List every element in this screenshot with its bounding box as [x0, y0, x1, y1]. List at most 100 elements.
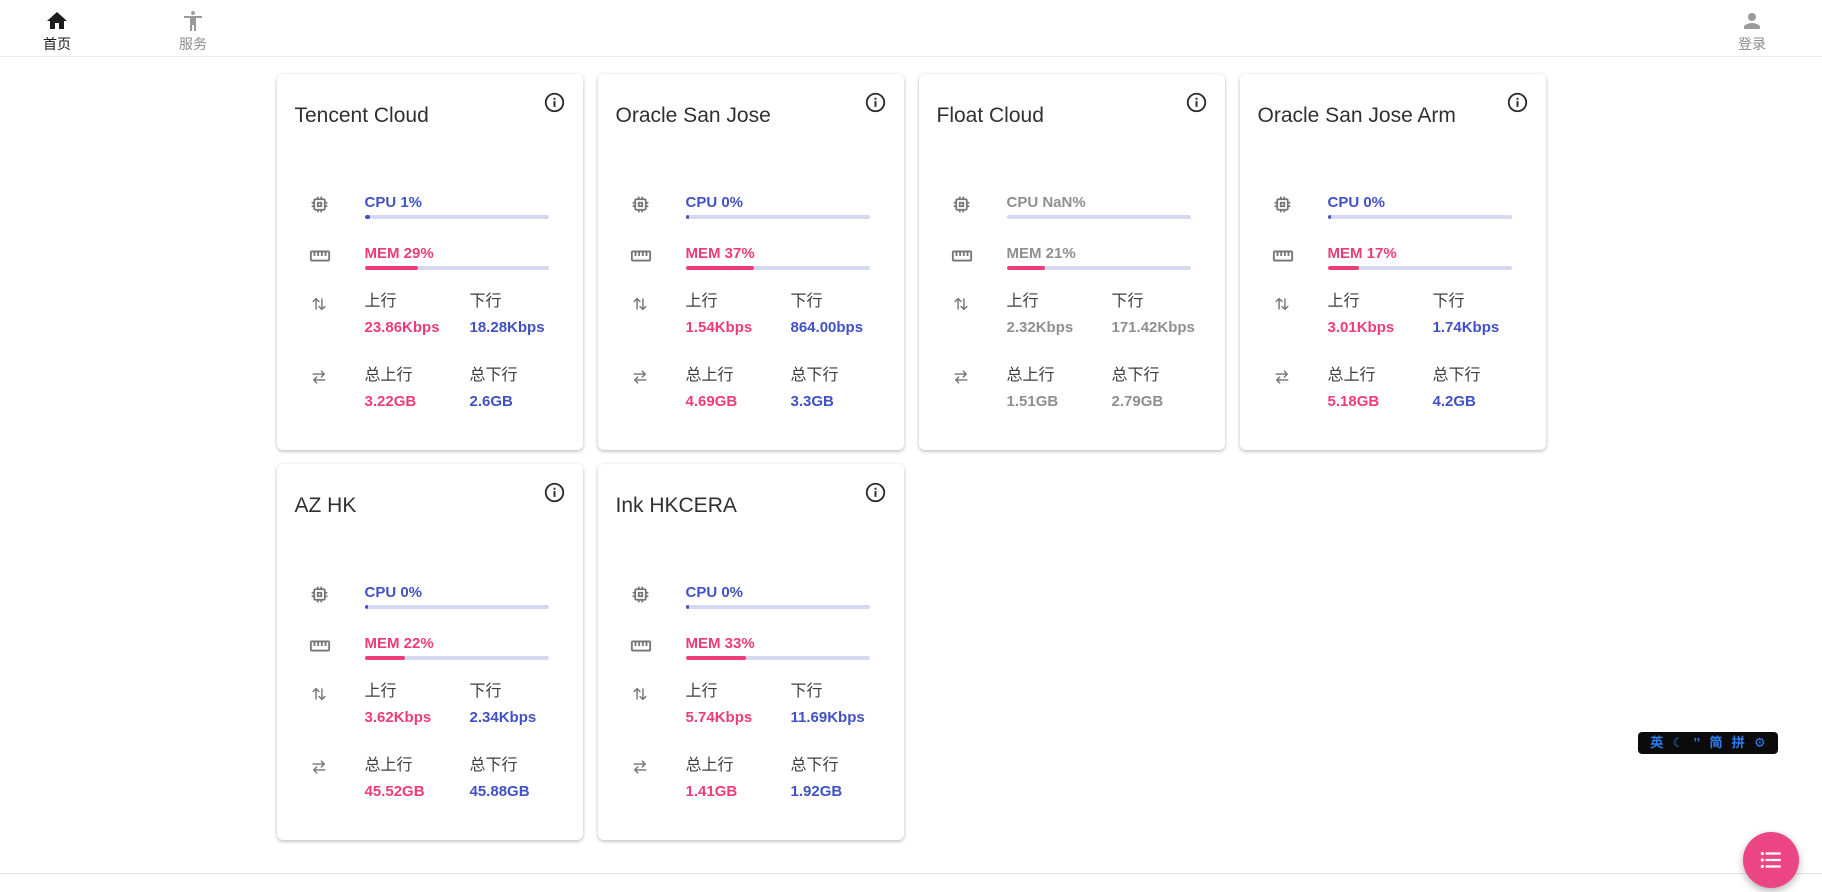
mem-bar-fill [364, 656, 405, 660]
upload-label: 上行 [1327, 293, 1360, 310]
upload-value: 3.01Kbps [1327, 319, 1395, 336]
upload-download-icon [632, 687, 647, 701]
download-label: 下行 [1432, 293, 1465, 310]
total-upload-label: 总上行 [685, 757, 734, 774]
info-icon [1186, 92, 1206, 113]
nav-item-label: 登录 [1738, 35, 1766, 52]
upload-download-icon [311, 297, 326, 311]
mem-row: MEM 37% [614, 244, 888, 270]
download-label: 下行 [1111, 293, 1144, 310]
info-button[interactable] [544, 482, 565, 503]
info-icon [544, 482, 564, 503]
upload-download-icon [311, 687, 326, 701]
memory-ruler-icon [1272, 250, 1293, 262]
server-card: Oracle San Jose CPU 0% [597, 74, 904, 450]
memory-ruler-icon [309, 250, 330, 262]
total-traffic-row: 总上行 3.22GB 总下行 2.6GB [293, 366, 567, 410]
download-label: 下行 [469, 293, 502, 310]
memory-ruler-icon [309, 640, 330, 652]
network-speed-row: 上行 3.01Kbps 下行 1.74Kbps [1256, 292, 1530, 336]
info-icon [865, 92, 885, 113]
server-card: Oracle San Jose Arm CPU 0% [1239, 74, 1546, 450]
download-value: 11.69Kbps [790, 709, 865, 726]
mem-bar [1006, 266, 1191, 270]
cpu-chip-icon [311, 586, 327, 603]
network-speed-row: 上行 2.32Kbps 下行 171.42Kbps [935, 292, 1209, 336]
nav-item-login[interactable]: 登录 [1728, 3, 1776, 54]
total-download-value: 2.79GB [1111, 393, 1164, 410]
info-button[interactable] [1186, 92, 1207, 113]
cpu-chip-icon [311, 196, 327, 213]
nav-item-home[interactable]: 首页 [33, 3, 81, 54]
memory-ruler-icon [630, 640, 651, 652]
total-upload-value: 45.52GB [364, 783, 425, 800]
cpu-bar [364, 215, 549, 219]
total-download-value: 3.3GB [790, 393, 834, 410]
card-header: Ink HKCERA [614, 480, 888, 518]
total-download-value: 45.88GB [469, 783, 530, 800]
server-card: Ink HKCERA CPU 0% [597, 464, 904, 840]
mem-bar [685, 266, 870, 270]
mem-row: MEM 17% [1256, 244, 1530, 270]
ime-punctuation-button[interactable]: ’’ [1693, 735, 1701, 750]
total-upload-value: 4.69GB [685, 393, 738, 410]
person-icon [1744, 12, 1760, 29]
info-icon [865, 482, 885, 503]
home-icon [47, 11, 67, 29]
cpu-label: CPU NaN% [1006, 194, 1086, 211]
swap-arrows-icon [1274, 370, 1289, 384]
upload-value: 1.54Kbps [685, 319, 753, 336]
cpu-row: CPU NaN% [935, 193, 1209, 219]
ime-lang-button[interactable]: 英 [1650, 735, 1664, 750]
info-button[interactable] [1507, 92, 1528, 113]
upload-value: 5.74Kbps [685, 709, 753, 726]
server-name: AZ HK [294, 494, 357, 517]
total-traffic-row: 总上行 1.41GB 总下行 1.92GB [614, 756, 888, 800]
ime-settings-icon[interactable]: ⚙ [1754, 735, 1766, 750]
mem-label: MEM 37% [685, 245, 755, 262]
server-grid: Tencent Cloud CPU 1% [276, 74, 1546, 840]
info-button[interactable] [865, 482, 886, 503]
cpu-bar-fill [364, 215, 370, 219]
cpu-bar [364, 605, 549, 609]
ime-simplified-button[interactable]: 简 [1709, 735, 1723, 750]
mem-label: MEM 29% [364, 245, 434, 262]
cpu-label: CPU 0% [364, 584, 423, 601]
total-download-value: 1.92GB [790, 783, 843, 800]
cpu-label: CPU 0% [685, 194, 744, 211]
upload-label: 上行 [364, 683, 397, 700]
mem-bar [1327, 266, 1512, 270]
total-upload-label: 总上行 [364, 367, 413, 384]
info-icon [544, 92, 564, 113]
cpu-bar-fill [364, 605, 368, 609]
total-download-label: 总下行 [469, 757, 518, 774]
ime-moon-icon[interactable]: ☾ [1672, 735, 1685, 750]
network-speed-row: 上行 5.74Kbps 下行 11.69Kbps [614, 682, 888, 726]
upload-value: 3.62Kbps [364, 709, 432, 726]
total-download-label: 总下行 [790, 367, 839, 384]
info-button[interactable] [865, 92, 886, 113]
mem-row: MEM 33% [614, 634, 888, 660]
download-label: 下行 [469, 683, 502, 700]
server-name: Float Cloud [936, 104, 1044, 127]
server-stats: CPU 0% MEM 17% [1256, 193, 1530, 410]
info-icon [1507, 92, 1527, 113]
total-upload-value: 1.51GB [1006, 393, 1059, 410]
upload-label: 上行 [685, 293, 718, 310]
card-header: AZ HK [293, 480, 567, 518]
total-traffic-row: 总上行 45.52GB 总下行 45.88GB [293, 756, 567, 800]
cpu-label: CPU 1% [364, 194, 423, 211]
total-download-value: 2.6GB [469, 393, 513, 410]
total-upload-value: 1.41GB [685, 783, 738, 800]
server-name: Ink HKCERA [615, 494, 737, 517]
server-stats: CPU NaN% MEM 21% [935, 193, 1209, 410]
ime-pinyin-button[interactable]: 拼 [1731, 735, 1745, 750]
total-upload-value: 5.18GB [1327, 393, 1380, 410]
server-list-fab[interactable] [1743, 832, 1799, 888]
download-label: 下行 [790, 683, 823, 700]
mem-bar [364, 266, 549, 270]
network-speed-row: 上行 1.54Kbps 下行 864.00bps [614, 292, 888, 336]
nav-item-services[interactable]: 服务 [169, 3, 217, 54]
server-card: AZ HK CPU 0% [276, 464, 583, 840]
info-button[interactable] [544, 92, 565, 113]
